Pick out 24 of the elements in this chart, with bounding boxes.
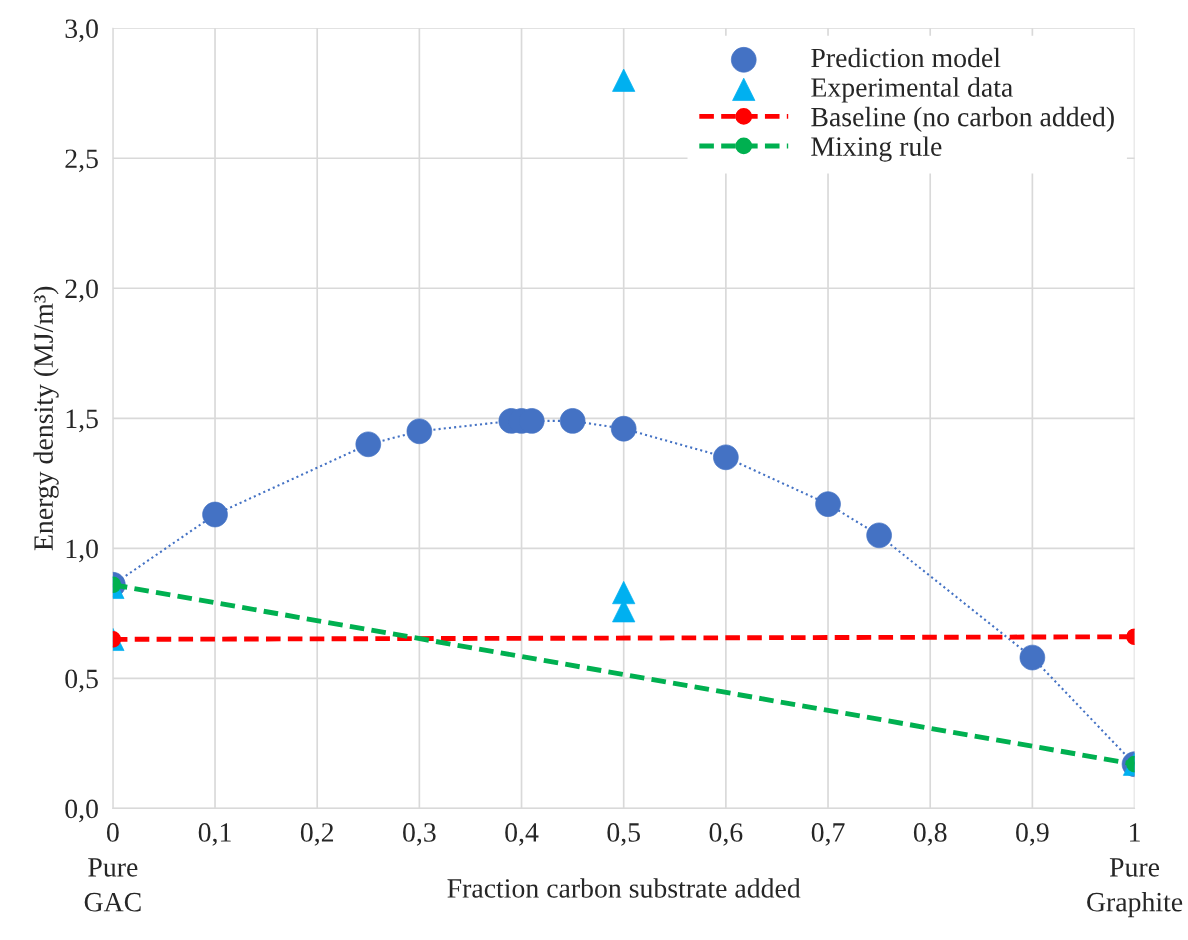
- legend-label: Experimental data: [811, 77, 1013, 103]
- x-tick-label: 0,8: [913, 823, 947, 846]
- legend-label: Prediction model: [811, 47, 1001, 68]
- x-tick-label: 0,6: [709, 823, 743, 846]
- x-tick-label: 0,5: [607, 823, 640, 846]
- y-tick-label: 0,5: [65, 669, 98, 693]
- y-tick-label: 0,0: [65, 799, 98, 823]
- y-tick-label: 2,0: [65, 279, 98, 303]
- x-tick-label: 0 Pure GAC: [84, 823, 141, 912]
- y-tick-label: 1,5: [66, 409, 98, 433]
- x-axis-title: Fraction carbon substrate added: [447, 878, 801, 898]
- y-tick-label: 2,5: [65, 149, 98, 173]
- x-tick-label: 0,3: [403, 823, 436, 846]
- y-tick-label: 3,0: [65, 19, 98, 43]
- x-tick-label: 0,7: [811, 823, 845, 846]
- y-tick-label: 1,0: [66, 539, 98, 563]
- legend-label: Baseline (no carbon added): [811, 106, 1114, 133]
- x-tick-label: 0,2: [300, 823, 334, 846]
- x-tick-label: 0,9: [1016, 823, 1049, 846]
- x-tick-label: 1 Pure Graphite: [1087, 823, 1183, 918]
- x-tick-label: 0,1: [198, 823, 231, 846]
- x-tick-label: 0,4: [505, 823, 539, 846]
- legend-label: Mixing rule: [811, 136, 942, 162]
- y-axis-title: Energy density (MJ/m³): [33, 286, 59, 551]
